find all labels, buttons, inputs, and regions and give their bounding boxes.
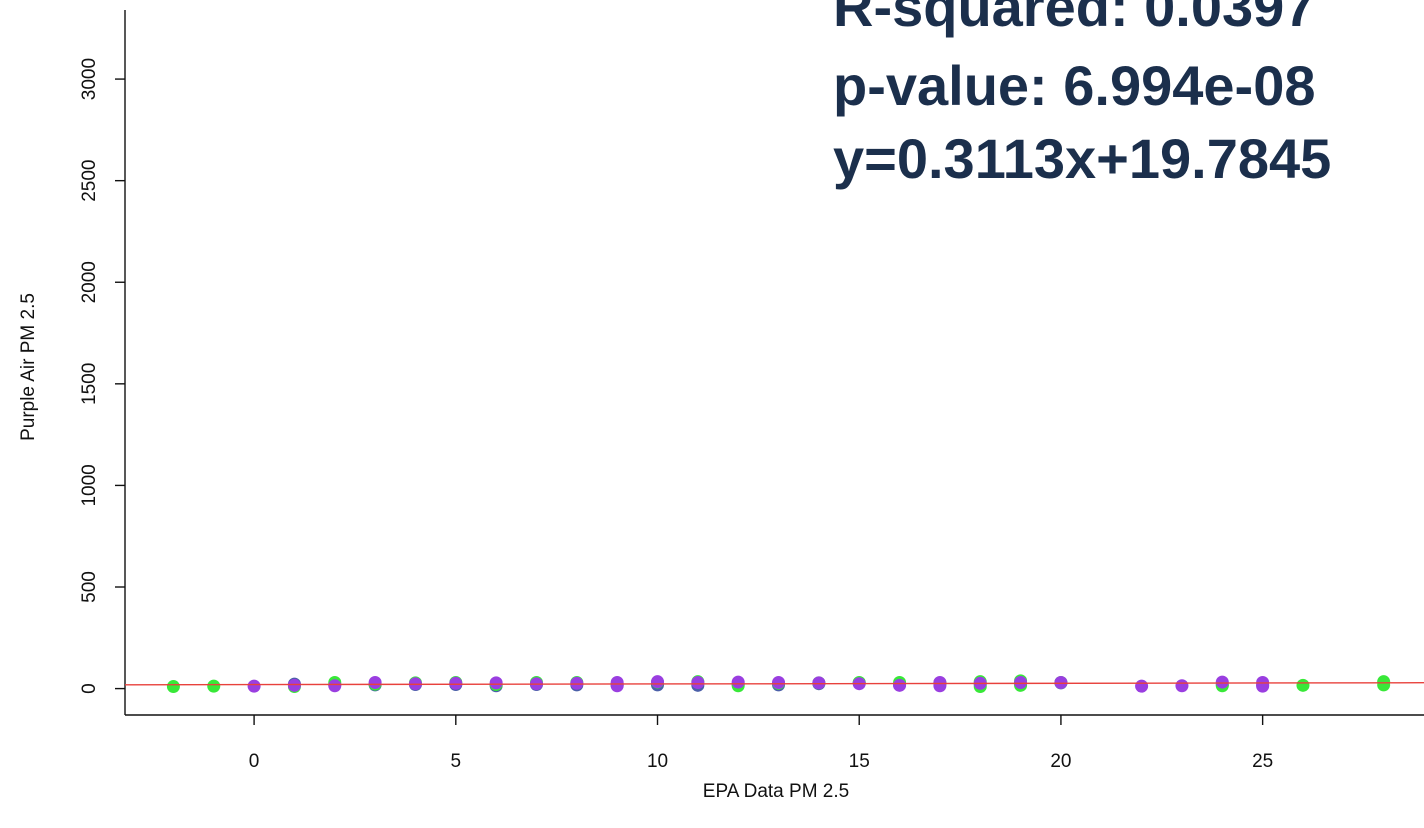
- x-tick-label: 5: [451, 751, 462, 772]
- y-axis: 0 500 1000 1500 2000 2500 3000: [79, 10, 126, 715]
- regression-line: [124, 682, 1424, 686]
- data-point: [489, 676, 503, 690]
- data-point: [1014, 675, 1028, 689]
- y-axis-title: Purple Air PM 2.5: [18, 293, 39, 441]
- data-point: [166, 680, 180, 694]
- data-point: [328, 679, 342, 693]
- data-point: [1256, 679, 1270, 693]
- data-point: [1377, 675, 1391, 689]
- data-point: [1175, 679, 1189, 693]
- x-tick-label: 10: [647, 751, 668, 772]
- y-tick-label: 2500: [79, 160, 100, 202]
- data-point: [933, 679, 947, 693]
- r-squared-annotation: R-squared: 0.0397: [833, 0, 1315, 38]
- x-tick-label: 15: [849, 751, 870, 772]
- regression-layer: [124, 682, 1424, 686]
- data-point: [651, 675, 665, 689]
- y-tick-label: 0: [79, 683, 100, 694]
- data-point: [207, 679, 221, 693]
- data-point: [1215, 675, 1229, 689]
- x-tick-label: 20: [1050, 751, 1071, 772]
- data-point: [691, 675, 705, 689]
- data-point: [449, 676, 463, 690]
- y-tick-label: 500: [79, 571, 100, 603]
- data-point: [610, 679, 624, 693]
- data-point: [1296, 678, 1310, 692]
- y-tick-label: 2000: [79, 261, 100, 303]
- data-point: [368, 675, 382, 689]
- x-tick-label: 25: [1252, 751, 1273, 772]
- x-axis: 0 5 10 15 20 25: [125, 714, 1424, 772]
- data-point: [247, 679, 261, 693]
- p-value-annotation: p-value: 6.994e-08: [833, 54, 1315, 117]
- data-point: [1054, 675, 1068, 689]
- data-point: [893, 678, 907, 692]
- x-axis-title: EPA Data PM 2.5: [703, 781, 849, 802]
- annotation-layer: R-squared: 0.0397 p-value: 6.994e-08 y=0…: [833, 0, 1331, 190]
- data-point: [731, 675, 745, 689]
- points-layer: [166, 674, 1391, 694]
- data-point: [812, 676, 826, 690]
- data-point: [1135, 679, 1149, 693]
- y-tick-label: 3000: [79, 58, 100, 100]
- y-tick-label: 1000: [79, 464, 100, 506]
- data-point: [287, 678, 301, 692]
- data-point: [772, 675, 786, 689]
- data-point: [570, 676, 584, 690]
- x-tick-label: 0: [249, 751, 260, 772]
- regression-equation-annotation: y=0.3113x+19.7845: [833, 127, 1331, 190]
- y-tick-label: 1500: [79, 363, 100, 405]
